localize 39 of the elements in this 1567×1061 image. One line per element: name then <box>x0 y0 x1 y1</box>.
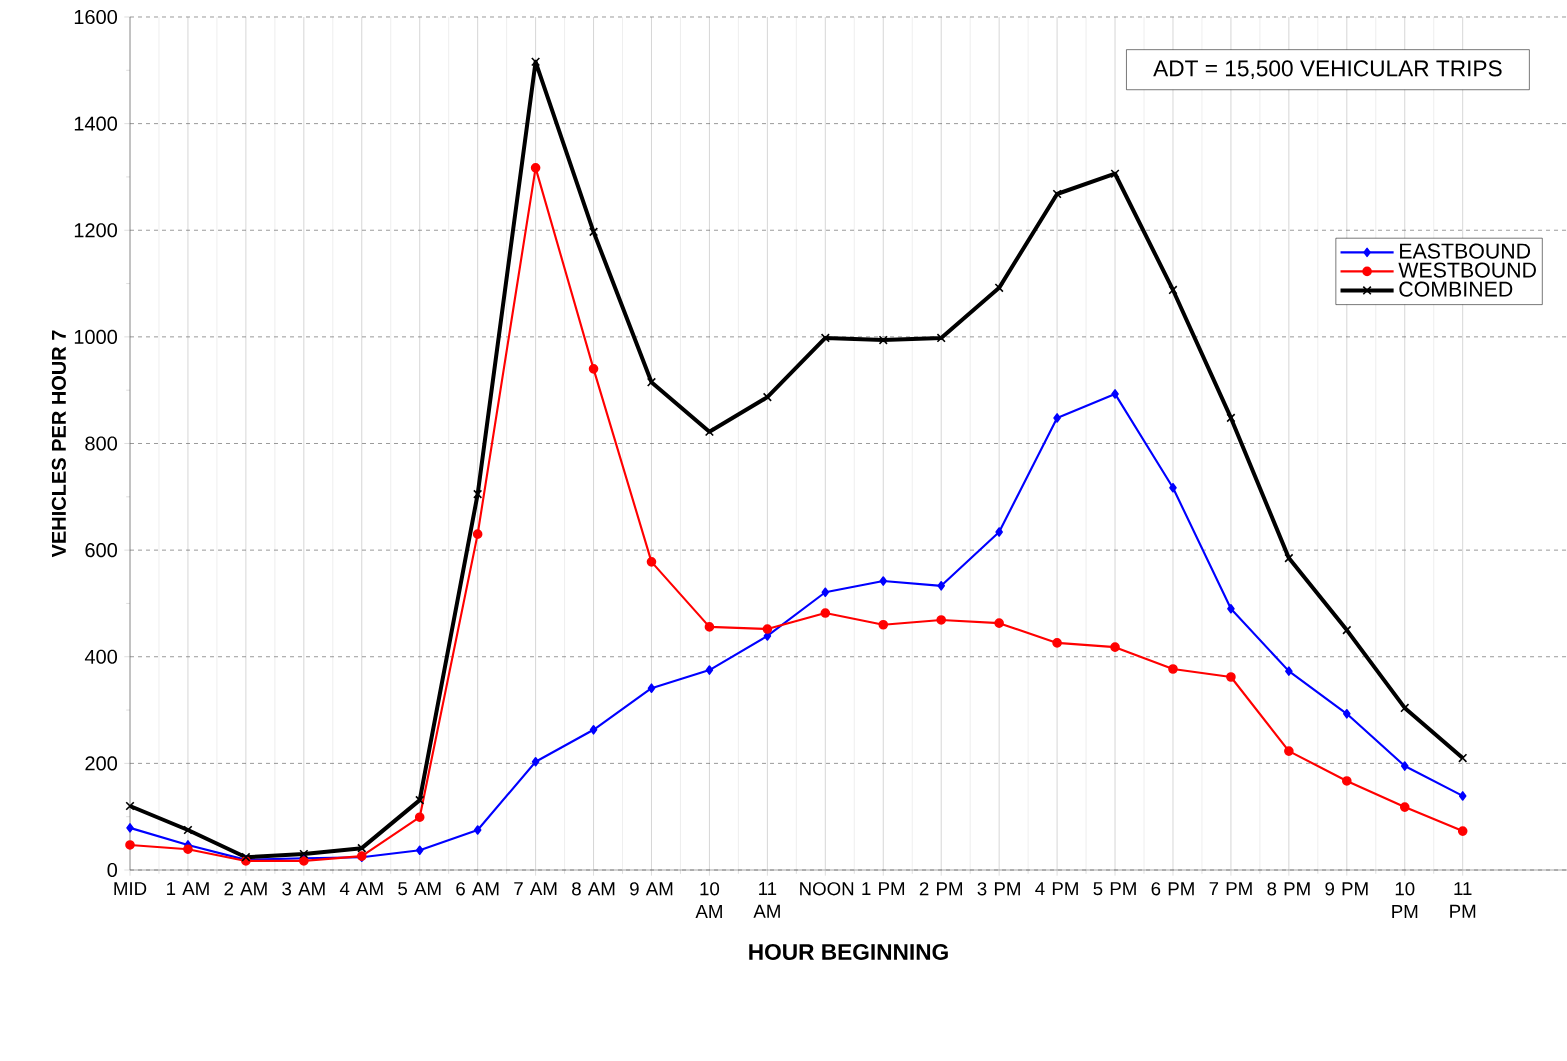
x-tick-label: 10 PM <box>1392 882 1418 918</box>
annotation: ADT = 15,500 VEHICULAR TRIPS <box>1153 60 1502 80</box>
x-tick-label: 11 AM <box>753 882 780 918</box>
x-tick-label: 4 PM <box>1035 882 1078 896</box>
x-tick-label: 8 PM <box>1267 882 1310 896</box>
legend-label: COMBINED <box>1399 281 1513 297</box>
y-tick-label: 1400 <box>74 116 118 131</box>
x-tick-label: 5 AM <box>398 882 441 896</box>
x-tick-label: 3 AM <box>282 882 325 896</box>
x-tick-label: 11 PM <box>1450 882 1476 918</box>
x-tick-label: NOON <box>800 882 854 896</box>
x-tick-label: 8 AM <box>572 882 615 896</box>
x-tick-label: 9 PM <box>1325 882 1368 896</box>
x-tick-label: 6 AM <box>456 882 499 896</box>
x-tick-label: 6 PM <box>1151 882 1194 896</box>
x-tick-label: 1 AM <box>167 882 209 896</box>
x-tick-label: 7 PM <box>1209 882 1252 896</box>
y-axis-title: VEHICLES PER HOUR 7 <box>51 330 66 558</box>
y-tick-label: 0 <box>107 862 118 878</box>
x-tick-label: 5 PM <box>1093 882 1136 896</box>
x-tick-label: 2 PM <box>919 882 962 896</box>
y-tick-label: 1000 <box>74 329 118 344</box>
x-tick-label: 10 AM <box>695 882 722 918</box>
x-tick-label: 3 PM <box>977 882 1020 896</box>
legend-label: WESTBOUND <box>1398 262 1536 278</box>
y-tick-label: 200 <box>85 756 118 771</box>
y-tick-label: 1600 <box>74 9 118 25</box>
x-tick-label: 4 AM <box>339 882 383 896</box>
x-tick-label: MID <box>114 882 147 896</box>
y-tick-label: 400 <box>84 649 118 664</box>
y-tick-label: 1200 <box>74 223 118 238</box>
x-tick-label: 9 AM <box>630 882 673 896</box>
x-tick-label: 1 PM <box>862 882 905 896</box>
x-tick-label: 2 AM <box>224 882 267 896</box>
y-tick-label: 800 <box>85 436 118 451</box>
legend-label: EASTBOUND <box>1400 243 1531 259</box>
x-tick-label: 7 AM <box>514 882 557 896</box>
x-axis-title: HOUR BEGINNING <box>749 943 948 960</box>
y-tick-label: 600 <box>85 543 118 558</box>
